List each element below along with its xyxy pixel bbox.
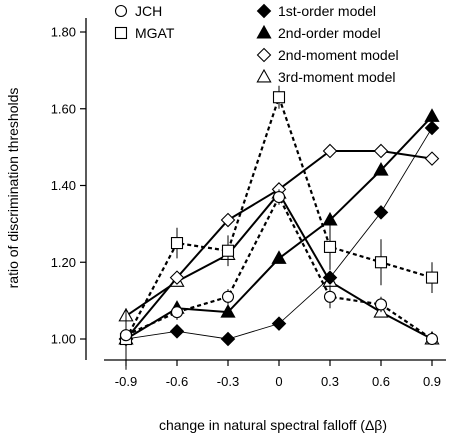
data-point [271,316,287,331]
data-point [272,91,286,104]
data-point [170,237,184,250]
data-point [220,304,236,318]
legend-item: JCH [114,3,162,19]
data-point [374,298,388,311]
legend-marker [114,26,128,40]
legend-item: 2nd-order model [256,24,381,41]
x-tick-label: -0.9 [115,374,137,389]
legend-label: 2nd-order model [278,25,381,41]
legend-marker [256,47,272,63]
x-ticks: -0.9 -0.6 -0.3 0 0.3 0.6 0.9 [115,360,441,389]
data-point [221,290,235,303]
data-point [221,244,235,257]
x-tick-label: 0.9 [423,374,441,389]
data-point [169,270,185,285]
legend-label: 2nd-moment model [278,47,399,63]
legend-label: 1st-order model [278,3,376,19]
x-tick-label: 0.3 [321,374,339,389]
data-point [424,108,440,122]
legend-item: 3rd-moment model [256,68,396,85]
series-layer [118,85,440,370]
data-point [374,256,388,269]
data-point [323,290,337,303]
legend-label: MGAT [135,25,175,41]
data-point [170,306,184,319]
legend-label: JCH [135,3,162,19]
data-point [424,120,440,136]
data-point [169,324,185,339]
data-point [424,151,440,166]
y-axis-title: ratio of discrimination thresholds [5,88,21,289]
y-ticks: 1.00 1.20 1.40 1.60 1.80 [51,25,86,347]
y-tick-label: 1.80 [51,25,76,40]
legend-marker [256,3,272,19]
y-tick-label: 1.60 [51,101,76,116]
legend-item: 2nd-moment model [256,47,399,63]
legend: JCH MGAT 1st-order model 2nd-order model 2nd… [114,3,399,85]
data-point [373,162,389,176]
x-axis-title: change in natural spectral falloff (Δβ) [159,417,387,433]
series-1st-order-model [118,120,440,370]
data-point [373,143,389,159]
x-tick-label: -0.3 [217,374,239,389]
x-tick-label: 0.6 [372,374,390,389]
series-jch [119,189,439,346]
data-point [119,329,133,342]
data-point [272,190,286,204]
data-point [220,331,236,347]
legend-label: 3rd-moment model [278,69,396,85]
series-mgat [119,85,439,347]
axes [85,18,446,361]
x-tick-label: 0 [275,374,282,389]
x-tick-label: -0.6 [166,374,188,389]
data-point [220,212,236,228]
data-point [322,143,338,159]
data-point [425,332,439,346]
data-point [323,240,337,253]
data-point [373,205,389,220]
legend-item: MGAT [114,25,175,41]
legend-marker [256,24,272,39]
legend-marker [114,4,128,18]
data-point [271,250,287,264]
y-tick-label: 1.00 [51,332,76,347]
series-2nd-order-model [118,108,440,345]
data-point [322,270,338,285]
data-point [425,271,439,284]
legend-item: 1st-order model [256,3,376,19]
y-tick-label: 1.40 [51,178,76,193]
y-tick-label: 1.20 [51,255,76,270]
legend-marker [256,68,272,83]
